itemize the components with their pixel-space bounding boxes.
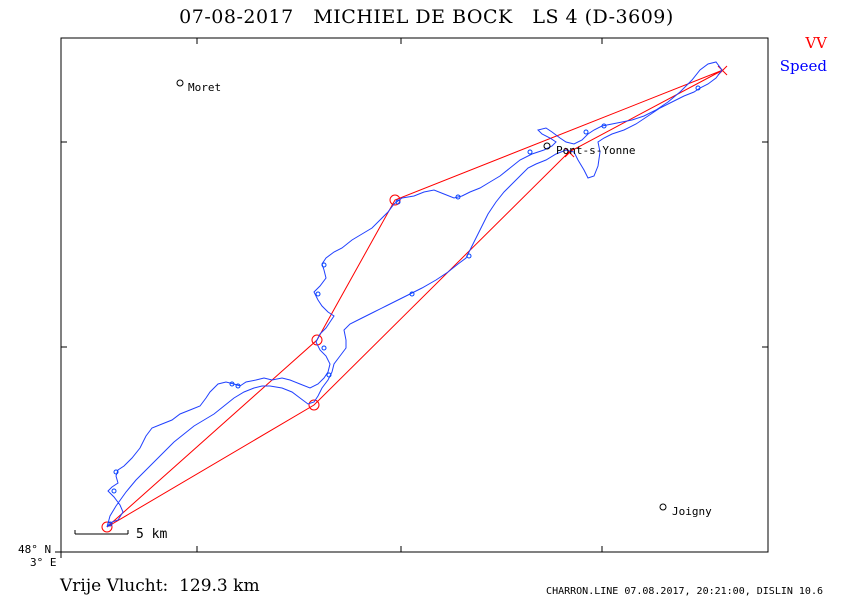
turnpoint-start [101, 521, 113, 533]
axis-ticks [55, 38, 768, 558]
place-marker-moret [176, 79, 184, 87]
flight-track [106, 61, 723, 528]
latitude-label: 48° N [18, 543, 52, 556]
scale-bar-label: 5 km [136, 527, 167, 542]
legend-vv: VV [805, 34, 827, 52]
place-marker-joigny [659, 503, 667, 511]
footer-info: CHARRON.LINE 07.08.2017, 20:21:00, DISLI… [546, 586, 823, 597]
longitude-label: 3° E [30, 556, 57, 569]
place-label-moret: Moret [188, 81, 221, 94]
place-marker-pont-s-yonne [543, 142, 551, 150]
map-frame [60, 37, 769, 553]
task-line [106, 69, 724, 528]
flight-distance: Vrije Vlucht: 129.3 km [60, 576, 260, 596]
page-title: 07-08-2017 MICHIEL DE BOCK LS 4 (D-3609) [179, 6, 674, 28]
scale-bar [74, 530, 129, 535]
place-label-pont-s-yonne: Pont-s-Yonne [556, 144, 635, 157]
turnpoint-4 [564, 147, 575, 158]
legend-speed: Speed [779, 57, 827, 75]
turnpoint-5 [308, 399, 320, 411]
place-label-joigny: Joigny [672, 505, 712, 518]
thermal-markers [107, 85, 701, 527]
